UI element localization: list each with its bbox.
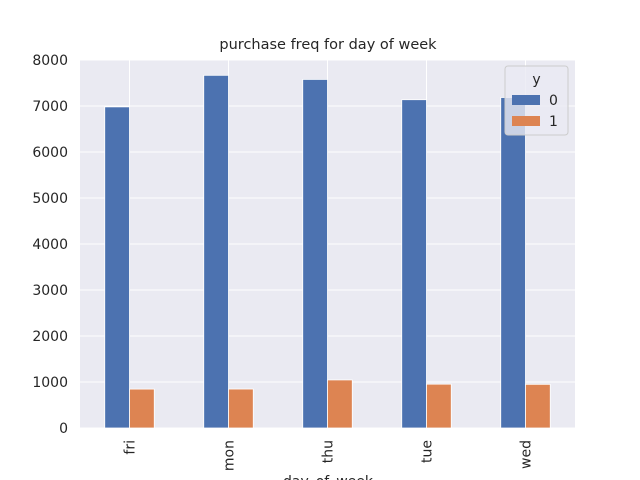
y-tick-label: 7000 [32, 99, 68, 115]
bar [104, 106, 130, 429]
legend-label: 0 [549, 93, 558, 109]
legend-swatch [512, 95, 540, 105]
legend-title: y [532, 72, 540, 88]
x-tick-label: mon [222, 440, 238, 471]
bar [401, 99, 427, 429]
y-tick-label: 1000 [32, 375, 68, 391]
bar [129, 388, 155, 429]
y-tick-label: 6000 [32, 145, 68, 161]
x-tick-label: thu [321, 440, 337, 463]
x-axis-label: day_of_week [283, 474, 374, 480]
x-tick-label: fri [123, 440, 139, 455]
bar [203, 74, 229, 429]
bar [228, 388, 254, 429]
x-tick-label: tue [420, 440, 436, 463]
bar [302, 79, 328, 429]
y-tick-label: 0 [59, 421, 68, 437]
legend-swatch [512, 116, 540, 126]
bar [426, 383, 452, 429]
y-tick-label: 3000 [32, 283, 68, 299]
y-tick-label: 5000 [32, 191, 68, 207]
y-tick-label: 4000 [32, 237, 68, 253]
legend: y0 1 [504, 65, 569, 136]
legend-label: 1 [549, 114, 558, 130]
bar [327, 379, 353, 429]
y-tick-label: 2000 [32, 329, 68, 345]
x-tick-label: wed [519, 440, 535, 469]
bar [500, 97, 526, 429]
y-tick-label: 8000 [32, 53, 68, 69]
chart-title: purchase freq for day of week [219, 37, 437, 53]
bar [525, 383, 551, 429]
